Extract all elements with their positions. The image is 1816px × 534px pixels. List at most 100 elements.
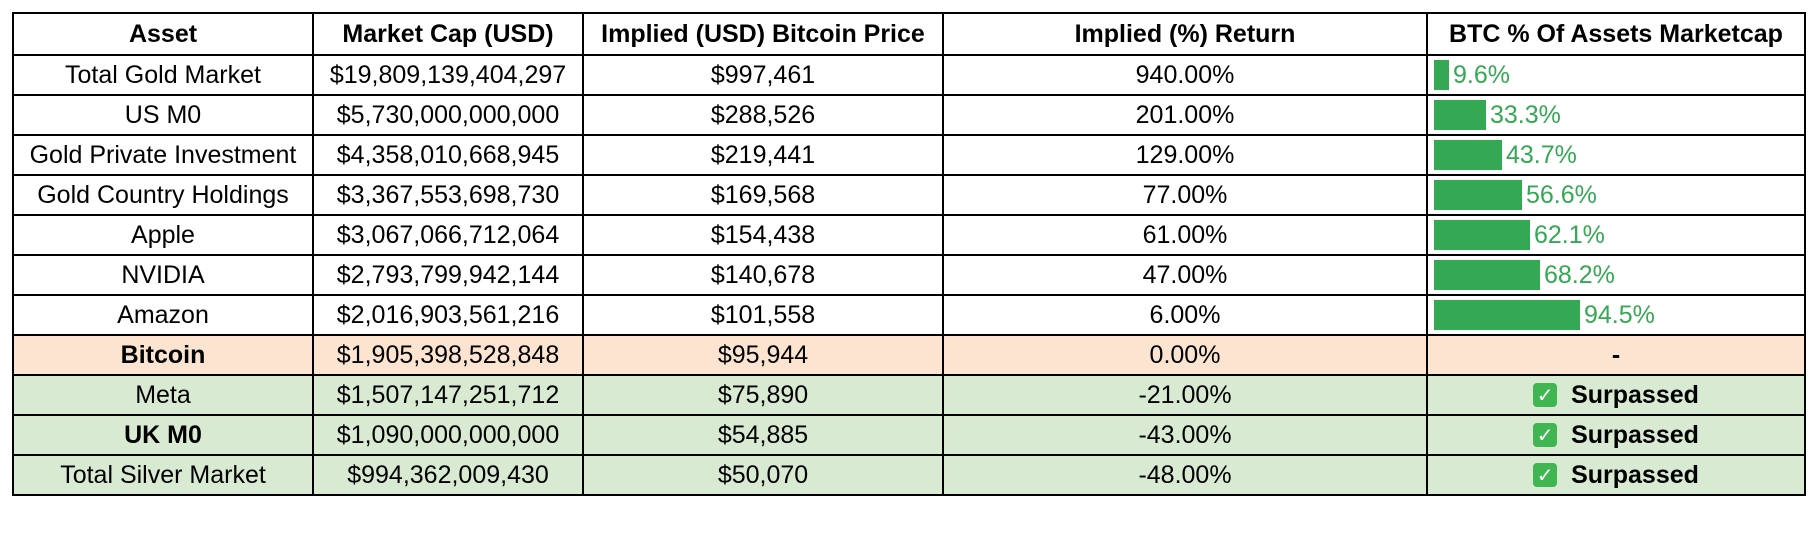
cell-asset: Gold Private Investment bbox=[12, 134, 314, 176]
btc-pct-bar-wrap: 56.6% bbox=[1434, 180, 1798, 210]
table-row: Apple $3,067,066,712,064 $154,438 61.00% 62.… bbox=[12, 214, 1806, 256]
cell-btc-pct: 94.5% bbox=[1426, 294, 1806, 336]
cell-asset: Gold Country Holdings bbox=[12, 174, 314, 216]
btc-pct-label: 94.5% bbox=[1584, 300, 1655, 329]
cell-implied-return: 6.00% bbox=[942, 294, 1428, 336]
cell-market-cap: $19,809,139,404,297 bbox=[312, 54, 584, 96]
btc-pct-bar bbox=[1434, 100, 1486, 130]
cell-implied-return: 61.00% bbox=[942, 214, 1428, 256]
table-row: Gold Private Investment $4,358,010,668,94… bbox=[12, 134, 1806, 176]
cell-implied-return: -48.00% bbox=[942, 454, 1428, 496]
cell-market-cap: $4,358,010,668,945 bbox=[312, 134, 584, 176]
cell-implied-price: $997,461 bbox=[582, 54, 944, 96]
asset-comparison-table: Asset Market Cap (USD) Implied (USD) Bit… bbox=[12, 12, 1806, 496]
table-row: Total Silver Market $994,362,009,430 $50,0… bbox=[12, 454, 1806, 496]
btc-pct-bar-wrap: 33.3% bbox=[1434, 100, 1798, 130]
cell-implied-price: $169,568 bbox=[582, 174, 944, 216]
cell-market-cap: $3,067,066,712,064 bbox=[312, 214, 584, 256]
cell-asset: NVIDIA bbox=[12, 254, 314, 296]
cell-implied-return: -43.00% bbox=[942, 414, 1428, 456]
cell-market-cap: $1,090,000,000,000 bbox=[312, 414, 584, 456]
header-btc-pct: BTC % Of Assets Marketcap bbox=[1426, 12, 1806, 56]
cell-market-cap: $5,730,000,000,000 bbox=[312, 94, 584, 136]
table-row: UK M0 $1,090,000,000,000 $54,885 -43.00% ✓ Su… bbox=[12, 414, 1806, 456]
table-row: US M0 $5,730,000,000,000 $288,526 201.00% 33… bbox=[12, 94, 1806, 136]
surpassed-label: Surpassed bbox=[1571, 380, 1699, 409]
btc-pct-bar bbox=[1434, 140, 1502, 170]
cell-implied-return: 129.00% bbox=[942, 134, 1428, 176]
cell-asset: Bitcoin bbox=[12, 334, 314, 376]
cell-btc-pct: 56.6% bbox=[1426, 174, 1806, 216]
cell-btc-pct: 62.1% bbox=[1426, 214, 1806, 256]
check-icon: ✓ bbox=[1533, 383, 1558, 408]
cell-asset: Total Gold Market bbox=[12, 54, 314, 96]
btc-pct-bar-wrap: 43.7% bbox=[1434, 140, 1798, 170]
header-implied-price: Implied (USD) Bitcoin Price bbox=[582, 12, 944, 56]
btc-pct-label: 62.1% bbox=[1534, 220, 1605, 249]
btc-pct-bar bbox=[1434, 60, 1449, 90]
cell-btc-pct: ✓ Surpassed bbox=[1426, 374, 1806, 416]
table-row: Gold Country Holdings $3,367,553,698,730 $… bbox=[12, 174, 1806, 216]
cell-implied-price: $288,526 bbox=[582, 94, 944, 136]
cell-market-cap: $994,362,009,430 bbox=[312, 454, 584, 496]
check-icon: ✓ bbox=[1533, 463, 1558, 488]
table-row: Meta $1,507,147,251,712 $75,890 -21.00% ✓ Sur… bbox=[12, 374, 1806, 416]
cell-asset: US M0 bbox=[12, 94, 314, 136]
cell-asset: Meta bbox=[12, 374, 314, 416]
cell-implied-return: -21.00% bbox=[942, 374, 1428, 416]
cell-btc-pct: 33.3% bbox=[1426, 94, 1806, 136]
table-row: Total Gold Market $19,809,139,404,297 $997… bbox=[12, 54, 1806, 96]
cell-asset: Apple bbox=[12, 214, 314, 256]
cell-asset: Amazon bbox=[12, 294, 314, 336]
cell-market-cap: $3,367,553,698,730 bbox=[312, 174, 584, 216]
header-row: Asset Market Cap (USD) Implied (USD) Bit… bbox=[12, 12, 1806, 56]
cell-market-cap: $1,905,398,528,848 bbox=[312, 334, 584, 376]
cell-implied-return: 77.00% bbox=[942, 174, 1428, 216]
btc-pct-dash: - bbox=[1611, 340, 1621, 369]
btc-pct-label: 56.6% bbox=[1526, 180, 1597, 209]
cell-asset: Total Silver Market bbox=[12, 454, 314, 496]
btc-pct-label: 68.2% bbox=[1544, 260, 1615, 289]
asset-comparison-table-wrapper: Asset Market Cap (USD) Implied (USD) Bit… bbox=[12, 12, 1806, 496]
cell-btc-pct: 68.2% bbox=[1426, 254, 1806, 296]
cell-market-cap: $2,793,799,942,144 bbox=[312, 254, 584, 296]
header-market-cap: Market Cap (USD) bbox=[312, 12, 584, 56]
btc-pct-label: 33.3% bbox=[1490, 100, 1561, 129]
cell-implied-return: 47.00% bbox=[942, 254, 1428, 296]
btc-pct-label: 43.7% bbox=[1506, 140, 1577, 169]
cell-asset: UK M0 bbox=[12, 414, 314, 456]
header-asset: Asset bbox=[12, 12, 314, 56]
cell-btc-pct: ✓ Surpassed bbox=[1426, 414, 1806, 456]
table-body: Total Gold Market $19,809,139,404,297 $997… bbox=[12, 54, 1806, 496]
surpassed-status: ✓ Surpassed bbox=[1533, 381, 1699, 410]
btc-pct-bar-wrap: 68.2% bbox=[1434, 260, 1798, 290]
surpassed-label: Surpassed bbox=[1571, 460, 1699, 489]
cell-implied-return: 201.00% bbox=[942, 94, 1428, 136]
cell-implied-price: $219,441 bbox=[582, 134, 944, 176]
cell-market-cap: $1,507,147,251,712 bbox=[312, 374, 584, 416]
cell-market-cap: $2,016,903,561,216 bbox=[312, 294, 584, 336]
btc-pct-label: 9.6% bbox=[1453, 60, 1510, 89]
cell-implied-price: $101,558 bbox=[582, 294, 944, 336]
cell-implied-price: $95,944 bbox=[582, 334, 944, 376]
cell-btc-pct: - bbox=[1426, 334, 1806, 376]
btc-pct-bar bbox=[1434, 220, 1530, 250]
cell-implied-return: 0.00% bbox=[942, 334, 1428, 376]
table-row: Bitcoin $1,905,398,528,848 $95,944 0.00% - bbox=[12, 334, 1806, 376]
table-row: NVIDIA $2,793,799,942,144 $140,678 47.00% 68… bbox=[12, 254, 1806, 296]
btc-pct-bar bbox=[1434, 260, 1540, 290]
btc-pct-bar-wrap: 9.6% bbox=[1434, 60, 1798, 90]
header-implied-return: Implied (%) Return bbox=[942, 12, 1428, 56]
cell-implied-price: $140,678 bbox=[582, 254, 944, 296]
cell-implied-return: 940.00% bbox=[942, 54, 1428, 96]
btc-pct-bar bbox=[1434, 180, 1522, 210]
cell-implied-price: $154,438 bbox=[582, 214, 944, 256]
check-icon: ✓ bbox=[1533, 423, 1558, 448]
surpassed-status: ✓ Surpassed bbox=[1533, 461, 1699, 490]
surpassed-status: ✓ Surpassed bbox=[1533, 421, 1699, 450]
cell-implied-price: $75,890 bbox=[582, 374, 944, 416]
cell-btc-pct: 43.7% bbox=[1426, 134, 1806, 176]
btc-pct-bar-wrap: 62.1% bbox=[1434, 220, 1798, 250]
cell-implied-price: $54,885 bbox=[582, 414, 944, 456]
cell-btc-pct: ✓ Surpassed bbox=[1426, 454, 1806, 496]
